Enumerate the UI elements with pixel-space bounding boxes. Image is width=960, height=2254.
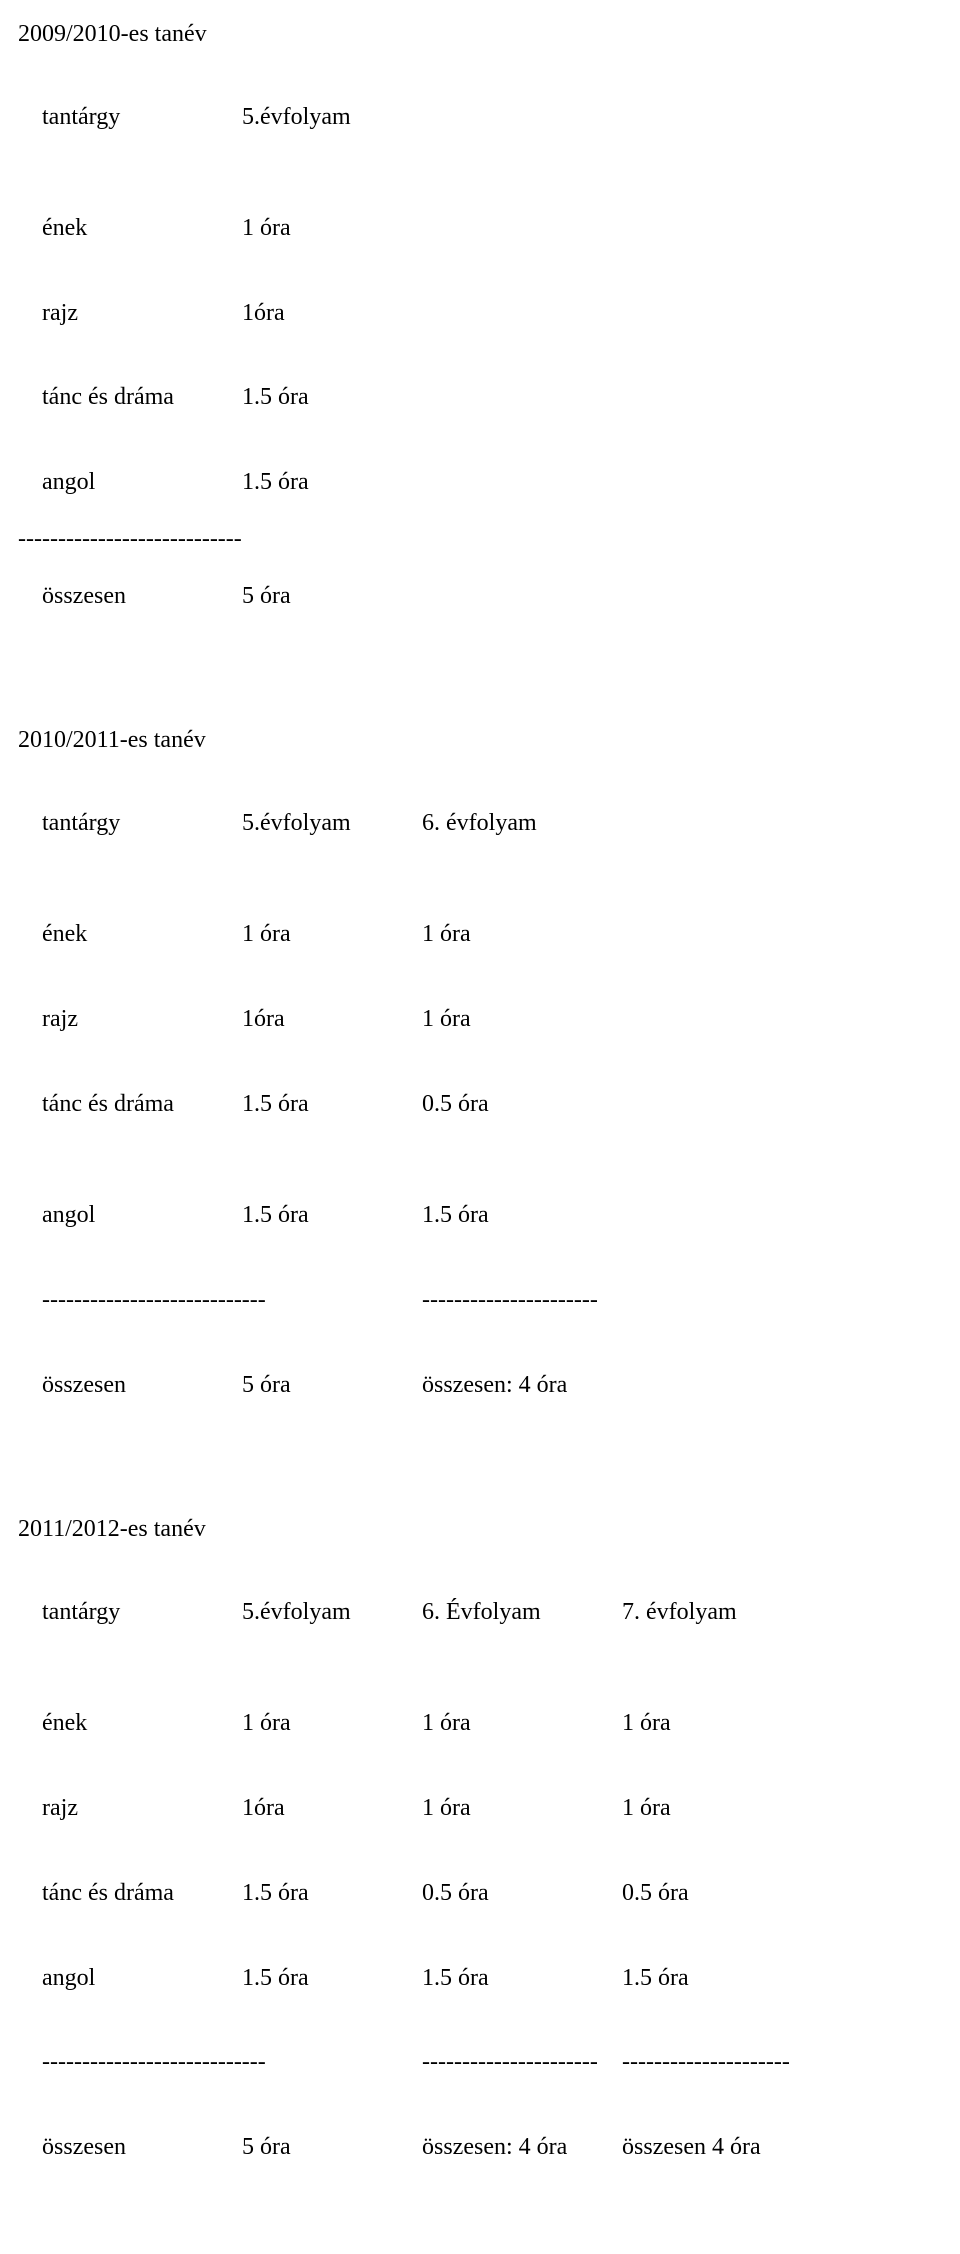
- header-row: tantárgy5.évfolyam6. évfolyam: [18, 781, 942, 866]
- value: 0.5 óra: [622, 1879, 822, 1907]
- heading-2009: 2009/2010-es tanév: [18, 20, 942, 48]
- value: 1óra: [242, 1794, 422, 1822]
- section-2009-2010: 2009/2010-es tanév tantárgy5.évfolyam én…: [18, 20, 942, 638]
- value: 1 óra: [422, 1709, 622, 1737]
- label: angol: [42, 468, 242, 496]
- row-angol: angol1.5 óra1.5 óra: [18, 1172, 942, 1257]
- col-5evf: 5.évfolyam: [242, 809, 422, 837]
- row-tanc: tánc és dráma1.5 óra: [18, 355, 942, 440]
- value: 1 óra: [422, 920, 622, 948]
- separator: ----------------------------: [18, 525, 942, 553]
- label: angol: [42, 1201, 242, 1229]
- label: tantárgy: [42, 103, 242, 131]
- label: tantárgy: [42, 809, 242, 837]
- sep1: ----------------------------: [42, 1286, 422, 1314]
- sep3: ---------------------: [622, 2048, 822, 2076]
- separator-row: ----------------------------------------…: [18, 1257, 942, 1342]
- label: ének: [42, 1709, 242, 1737]
- separator-row: ----------------------------------------…: [18, 2020, 942, 2105]
- row-rajz: rajz1óra1 óra1 óra: [18, 1765, 942, 1850]
- value: 1 óra: [622, 1794, 822, 1822]
- value: összesen 4 óra: [622, 2133, 822, 2161]
- heading-2011: 2011/2012-es tanév: [18, 1515, 942, 1543]
- label: angol: [42, 1964, 242, 1992]
- total-row: összesen5 óraösszesen: 4 óra: [18, 1342, 942, 1427]
- col-6evf: 6. évfolyam: [422, 809, 622, 837]
- sep1: ----------------------------: [42, 2048, 422, 2076]
- row-enek: ének1 óra1 óra: [18, 892, 942, 977]
- value: 1.5 óra: [242, 1201, 422, 1229]
- row-tanc: tánc és dráma1.5 óra0.5 óra: [18, 1061, 942, 1146]
- row-rajz: rajz1óra1 óra: [18, 976, 942, 1061]
- total-row: összesen5 óra: [18, 553, 942, 638]
- value: 1.5 óra: [622, 1964, 822, 1992]
- value: 1.5 óra: [242, 1879, 422, 1907]
- col-5evf: 5.évfolyam: [242, 103, 422, 131]
- label: ének: [42, 214, 242, 242]
- label: ének: [42, 920, 242, 948]
- value: 1.5 óra: [422, 1201, 622, 1229]
- value: 1óra: [242, 299, 422, 327]
- value: 1 óra: [242, 920, 422, 948]
- value: 1 óra: [422, 1794, 622, 1822]
- value: 1 óra: [242, 214, 422, 242]
- value: 1 óra: [422, 1005, 622, 1033]
- col-6evf: 6. Évfolyam: [422, 1598, 622, 1626]
- value: 1óra: [242, 1005, 422, 1033]
- value: összesen: 4 óra: [422, 1371, 622, 1399]
- label: összesen: [42, 582, 242, 610]
- label: tánc és dráma: [42, 1879, 242, 1907]
- value: 1.5 óra: [242, 468, 422, 496]
- section-2010-2011: 2010/2011-es tanév tantárgy5.évfolyam6. …: [18, 726, 942, 1427]
- value: 5 óra: [242, 2133, 422, 2161]
- label: rajz: [42, 299, 242, 327]
- sep2: ----------------------: [422, 1286, 622, 1314]
- header-row: tantárgy5.évfolyam: [18, 74, 942, 159]
- row-angol: angol1.5 óra: [18, 440, 942, 525]
- header-row: tantárgy5.évfolyam6. Évfolyam7. évfolyam: [18, 1569, 942, 1654]
- row-enek: ének1 óra1 óra1 óra: [18, 1680, 942, 1765]
- label: összesen: [42, 2133, 242, 2161]
- value: 5 óra: [242, 1371, 422, 1399]
- row-rajz: rajz1óra: [18, 270, 942, 355]
- value: 0.5 óra: [422, 1879, 622, 1907]
- value: 1.5 óra: [242, 1964, 422, 1992]
- sep2: ----------------------: [422, 2048, 622, 2076]
- label: tantárgy: [42, 1598, 242, 1626]
- row-enek: ének1 óra: [18, 185, 942, 270]
- col-7evf: 7. évfolyam: [622, 1598, 822, 1626]
- row-angol: angol1.5 óra1.5 óra1.5 óra: [18, 1935, 942, 2020]
- value: 1 óra: [242, 1709, 422, 1737]
- value: 1.5 óra: [242, 383, 422, 411]
- label: rajz: [42, 1794, 242, 1822]
- label: rajz: [42, 1005, 242, 1033]
- label: tánc és dráma: [42, 1090, 242, 1118]
- label: összesen: [42, 1371, 242, 1399]
- row-tanc: tánc és dráma1.5 óra0.5 óra0.5 óra: [18, 1850, 942, 1935]
- value: 0.5 óra: [422, 1090, 622, 1118]
- value: 1.5 óra: [242, 1090, 422, 1118]
- value: összesen: 4 óra: [422, 2133, 622, 2161]
- value: 5 óra: [242, 582, 422, 610]
- value: 1.5 óra: [422, 1964, 622, 1992]
- heading-2010: 2010/2011-es tanév: [18, 726, 942, 754]
- total-row: összesen5 óraösszesen: 4 óraösszesen 4 ó…: [18, 2105, 942, 2190]
- value: 1 óra: [622, 1709, 822, 1737]
- label: tánc és dráma: [42, 383, 242, 411]
- section-2011-2012: 2011/2012-es tanév tantárgy5.évfolyam6. …: [18, 1515, 942, 2190]
- col-5evf: 5.évfolyam: [242, 1598, 422, 1626]
